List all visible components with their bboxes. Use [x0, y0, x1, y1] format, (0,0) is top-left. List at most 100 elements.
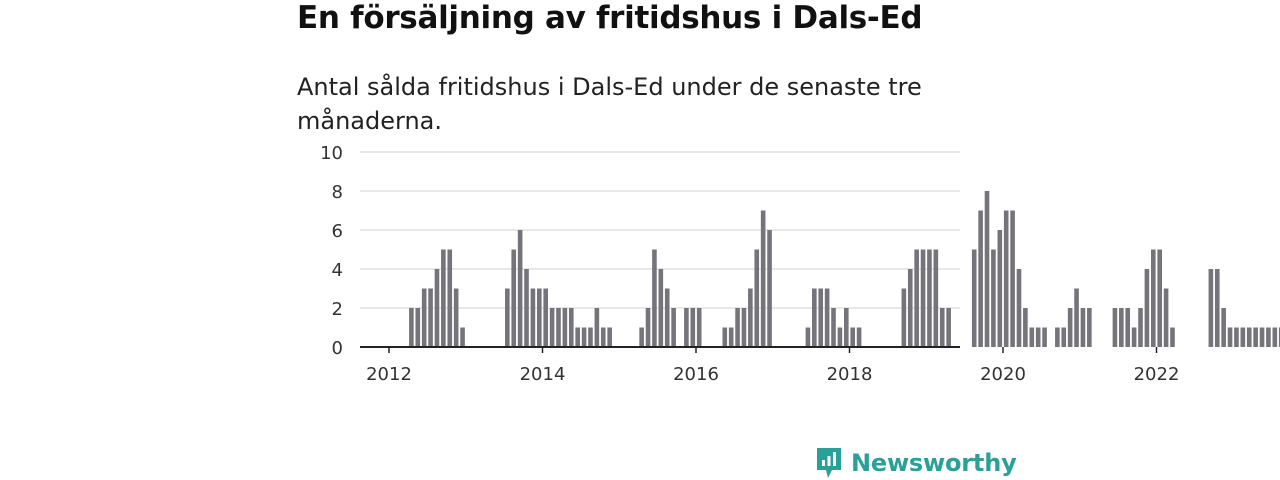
bar	[1221, 308, 1226, 347]
bar	[588, 327, 593, 347]
bar	[812, 288, 817, 347]
bar	[1074, 288, 1079, 347]
bar	[562, 308, 568, 347]
bar	[658, 269, 664, 347]
x-tick-label: 2014	[520, 364, 566, 385]
bar	[568, 308, 574, 347]
bar	[530, 288, 536, 347]
bar	[920, 249, 926, 347]
bar	[1010, 210, 1015, 347]
chart-subtitle: Antal sålda fritidshus i Dals-Ed under d…	[297, 73, 922, 135]
bar	[1112, 308, 1118, 347]
bar	[1067, 308, 1073, 347]
bar	[511, 249, 517, 347]
bar	[760, 210, 766, 347]
bar	[1157, 249, 1163, 347]
bar	[933, 249, 939, 347]
bar	[428, 288, 433, 347]
bar	[524, 269, 529, 347]
bar	[991, 249, 996, 347]
bar	[421, 288, 427, 347]
bar	[1163, 288, 1169, 347]
x-tick-label: 2022	[1134, 364, 1180, 385]
bar	[1278, 327, 1280, 347]
bar	[914, 249, 919, 347]
bar	[824, 288, 830, 347]
bar	[517, 230, 523, 347]
bar	[536, 288, 542, 347]
bar	[549, 308, 555, 347]
y-tick-label: 4	[332, 260, 343, 281]
bar	[409, 308, 414, 347]
y-tick-label: 6	[332, 221, 343, 242]
bar	[1061, 327, 1067, 347]
bar	[984, 191, 990, 347]
bar	[831, 308, 836, 347]
bar	[460, 327, 465, 347]
bar	[434, 269, 440, 347]
bar	[1023, 308, 1028, 347]
bar	[1131, 327, 1137, 347]
bar	[997, 230, 1003, 347]
bar	[645, 308, 651, 347]
bar	[901, 288, 907, 347]
bar	[652, 249, 657, 347]
bar	[850, 327, 856, 347]
bar	[837, 327, 843, 347]
bar	[1208, 269, 1214, 347]
bar	[690, 308, 696, 347]
bar	[1259, 327, 1265, 347]
bar	[671, 308, 676, 347]
newsworthy-logo-icon	[817, 448, 841, 478]
bar	[1087, 308, 1092, 347]
bar	[684, 308, 689, 347]
bar	[639, 327, 644, 347]
bar	[927, 249, 932, 347]
x-tick-label: 2020	[980, 364, 1026, 385]
bar	[664, 288, 670, 347]
bar	[748, 288, 753, 347]
y-tick-label: 8	[332, 182, 343, 203]
bar	[722, 327, 728, 347]
bar	[1080, 308, 1086, 347]
x-tick-label: 2016	[673, 364, 719, 385]
bar	[415, 308, 421, 347]
bar	[600, 327, 606, 347]
newsworthy-logo: Newsworthy	[815, 446, 1017, 480]
bar	[946, 308, 951, 347]
bar	[575, 327, 580, 347]
bar	[1150, 249, 1156, 347]
y-axis-ticks: 0 2 4 6 8 10	[320, 143, 343, 359]
bar	[1170, 327, 1175, 347]
bar	[581, 327, 587, 347]
bar	[1272, 327, 1278, 347]
bar	[1253, 327, 1258, 347]
y-tick-label: 0	[332, 338, 343, 359]
bar	[1266, 327, 1271, 347]
bar	[818, 288, 824, 347]
bar	[754, 249, 760, 347]
bar	[1138, 308, 1143, 347]
bar	[543, 288, 549, 347]
bar	[453, 288, 459, 347]
bar	[1214, 269, 1220, 347]
bar	[971, 249, 977, 347]
brand-name: Newsworthy	[851, 449, 1017, 477]
bar	[1246, 327, 1252, 347]
bar	[696, 308, 702, 347]
bar	[1003, 210, 1009, 347]
gridlines	[360, 151, 960, 309]
bar	[856, 327, 862, 347]
y-tick-label: 2	[332, 299, 343, 320]
bar	[767, 230, 772, 347]
bar	[556, 308, 561, 347]
bar	[1119, 308, 1124, 347]
bar	[447, 249, 453, 347]
chart-title: En försäljning av fritidshus i Dals-Ed	[297, 0, 923, 36]
bar	[843, 308, 849, 347]
bar	[594, 308, 600, 347]
bar	[1035, 327, 1041, 347]
bar	[1016, 269, 1022, 347]
bar	[728, 327, 734, 347]
